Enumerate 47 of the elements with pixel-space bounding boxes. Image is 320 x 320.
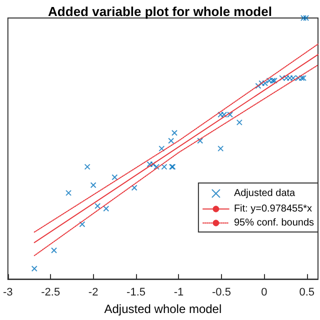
chart-title: Added variable plot for whole model bbox=[48, 4, 272, 19]
point bbox=[161, 164, 168, 170]
point bbox=[221, 112, 228, 118]
point bbox=[300, 15, 306, 21]
x-tick-label: -0.5 bbox=[212, 286, 231, 299]
point bbox=[158, 146, 165, 152]
x-tick-label: -1 bbox=[174, 286, 184, 299]
point bbox=[303, 15, 310, 21]
point bbox=[266, 78, 272, 84]
point bbox=[290, 75, 296, 82]
point bbox=[295, 75, 302, 82]
point bbox=[168, 138, 174, 144]
point bbox=[218, 112, 224, 118]
point bbox=[66, 190, 72, 196]
point bbox=[90, 182, 96, 188]
point bbox=[262, 80, 268, 86]
x-tick-label: -3 bbox=[3, 286, 13, 299]
point bbox=[255, 82, 262, 89]
x-tick-label: 0.5 bbox=[299, 286, 315, 299]
point bbox=[258, 80, 265, 86]
point bbox=[283, 75, 290, 82]
point bbox=[79, 221, 86, 228]
point bbox=[286, 75, 293, 82]
point bbox=[51, 247, 58, 254]
legend-label: 95% conf. bounds bbox=[234, 218, 314, 228]
point bbox=[131, 184, 138, 191]
x-axis-title: Adjusted whole model bbox=[104, 302, 222, 316]
point bbox=[103, 206, 110, 212]
point bbox=[171, 130, 178, 136]
point bbox=[31, 266, 38, 272]
legend-label: Fit: y=0.978455*x bbox=[234, 204, 312, 214]
point bbox=[227, 112, 234, 118]
point bbox=[112, 174, 118, 180]
point bbox=[218, 146, 224, 152]
x-tick-label: -2.5 bbox=[41, 286, 60, 299]
x-tick-label: -1.5 bbox=[126, 286, 146, 299]
point bbox=[150, 161, 156, 168]
point bbox=[84, 164, 90, 170]
legend-label: Adjusted data bbox=[234, 188, 296, 199]
point bbox=[154, 164, 160, 170]
point bbox=[197, 138, 204, 144]
x-tick-label: 0 bbox=[261, 286, 268, 299]
point bbox=[146, 161, 153, 168]
point bbox=[94, 202, 101, 209]
point bbox=[279, 75, 286, 82]
point bbox=[236, 119, 242, 126]
x-tick-label: -2 bbox=[88, 286, 98, 299]
